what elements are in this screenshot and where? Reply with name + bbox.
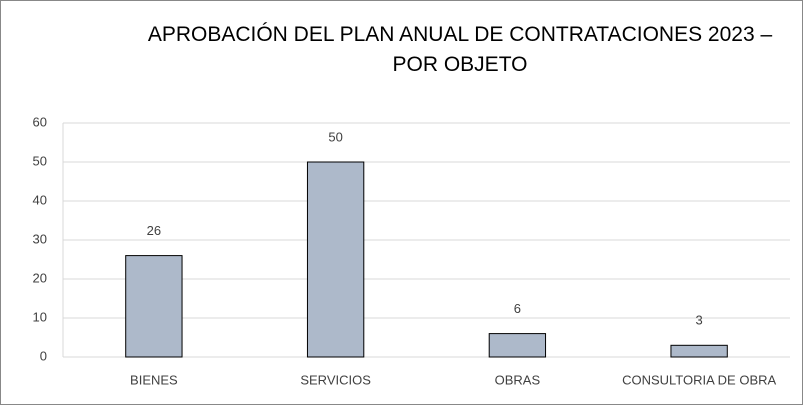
y-tick-label: 30 (33, 231, 47, 246)
y-tick-label: 20 (33, 270, 47, 285)
y-tick-label: 60 (33, 114, 47, 129)
x-tick-label: CONSULTORIA DE OBRA (622, 372, 776, 387)
x-tick-label: OBRAS (495, 372, 541, 387)
y-tick-label: 40 (33, 192, 47, 207)
y-tick-label: 50 (33, 153, 47, 168)
data-label: 50 (328, 129, 342, 144)
bar (670, 344, 728, 358)
data-label: 3 (696, 313, 703, 328)
bar (306, 161, 365, 358)
bar (488, 333, 547, 358)
y-tick-label: 0 (40, 348, 47, 363)
chart-title: APROBACIÓN DEL PLAN ANUAL DE CONTRATACIO… (147, 23, 773, 76)
x-tick-label: BIENES (130, 372, 178, 387)
x-tick-label: SERVICIOS (300, 372, 371, 387)
y-tick-label: 10 (33, 309, 47, 324)
data-label: 26 (147, 223, 161, 238)
data-label: 6 (514, 301, 521, 316)
bar (125, 255, 183, 358)
